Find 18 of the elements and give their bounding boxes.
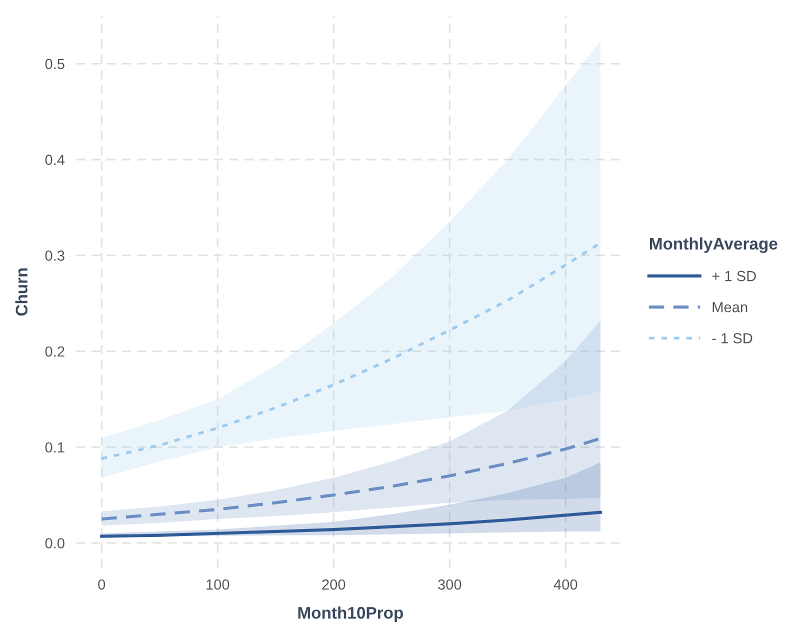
legend-label: - 1 SD [712,333,752,344]
y-tick-label: 0.0 [45,538,64,548]
legend-title: MonthlyAverage [650,237,778,253]
legend-label: + 1 SD [712,270,756,282]
x-tick-label: 0 [98,579,106,590]
y-tick-label: 0.1 [45,442,64,453]
x-tick-label: 100 [206,579,230,590]
x-axis-title: Month10Prop [298,606,403,622]
y-tick-label: 0.2 [45,346,64,357]
x-tick-label: 200 [322,579,346,590]
y-axis-title: Churn [15,268,28,316]
x-tick-label: 300 [438,579,462,590]
y-tick-label: 0.5 [45,58,64,70]
y-tick-label: 0.3 [45,250,64,261]
y-tick-label: 0.4 [45,154,65,165]
legend-label: Mean [712,302,748,312]
x-tick-label: 400 [554,579,578,590]
line-series [100,510,602,538]
